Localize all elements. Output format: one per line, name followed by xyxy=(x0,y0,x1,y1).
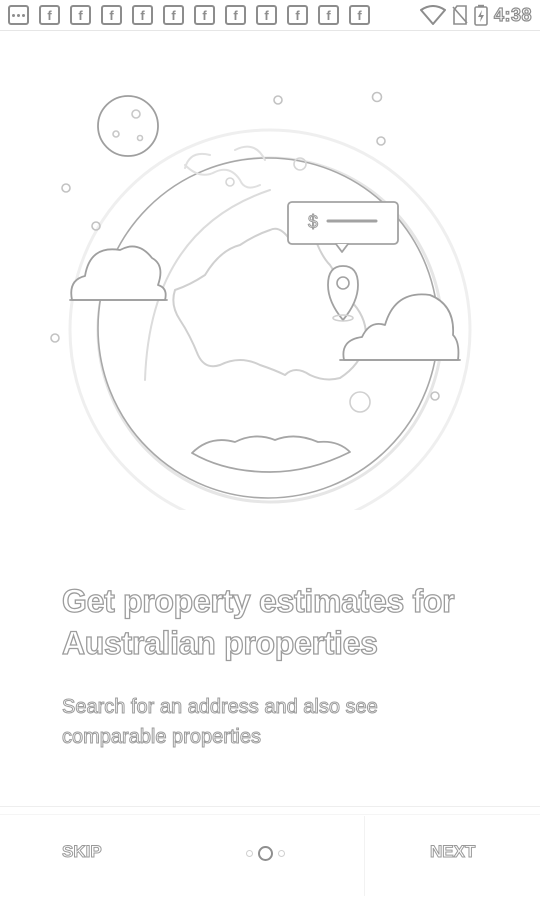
page-dot-3 xyxy=(278,850,285,857)
clock: 4:38 xyxy=(493,4,532,25)
page-indicator xyxy=(246,846,285,861)
facebook-icon: f xyxy=(39,5,60,25)
facebook-icon: f xyxy=(287,5,308,25)
facebook-icon: f xyxy=(70,5,91,25)
status-bar: f f f f f f f f f f f 4: xyxy=(0,0,540,31)
facebook-icon: f xyxy=(194,5,215,25)
system-status: 4:38 xyxy=(419,4,532,26)
facebook-icon: f xyxy=(101,5,122,25)
notification-icons: f f f f f f f f f f f xyxy=(8,5,370,25)
wifi-icon xyxy=(419,5,446,25)
no-sim-icon xyxy=(452,5,468,25)
facebook-icon: f xyxy=(225,5,246,25)
more-icon xyxy=(8,5,29,25)
facebook-icon: f xyxy=(132,5,153,25)
page-dot-1 xyxy=(246,850,253,857)
next-button[interactable]: NEXT xyxy=(429,842,476,862)
footer-divider xyxy=(0,806,540,807)
price-symbol: $ xyxy=(308,212,318,232)
skip-button[interactable]: SKIP xyxy=(62,842,103,862)
onboarding-illustration: $ xyxy=(40,80,480,532)
onboarding-headline: Get property estimates for Australian pr… xyxy=(61,582,455,661)
facebook-icon: f xyxy=(349,5,370,25)
footer-divider-shadow xyxy=(0,814,540,815)
facebook-icon: f xyxy=(318,5,339,25)
facebook-icon: f xyxy=(256,5,277,25)
footer-vertical-divider xyxy=(364,816,365,896)
facebook-icon: f xyxy=(163,5,184,25)
page-dot-2-active xyxy=(258,846,273,861)
onboarding-description: Search for an address and also see compa… xyxy=(62,696,379,749)
battery-charging-icon xyxy=(474,4,488,26)
